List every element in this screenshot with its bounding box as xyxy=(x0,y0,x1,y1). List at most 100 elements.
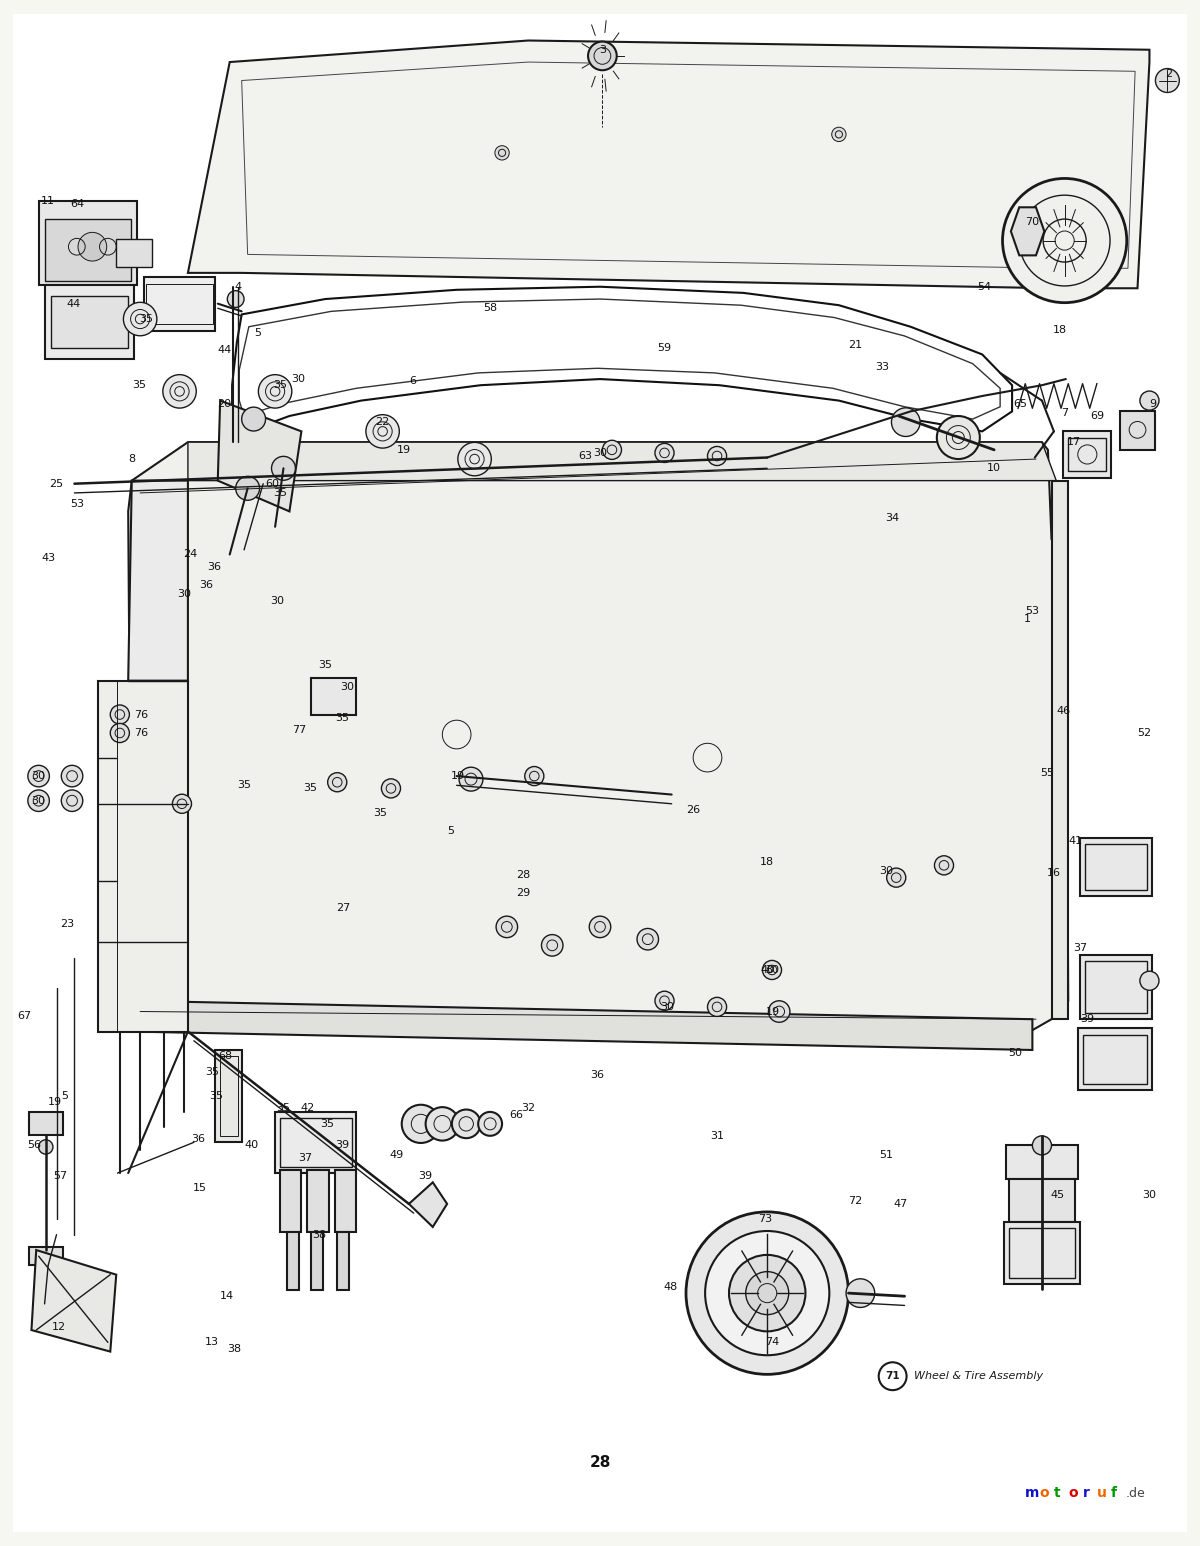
Text: r: r xyxy=(1082,1486,1090,1500)
Text: 59: 59 xyxy=(658,343,672,354)
Circle shape xyxy=(602,441,622,459)
Text: 50: 50 xyxy=(1009,1048,1022,1057)
Text: 13: 13 xyxy=(205,1337,218,1348)
Text: 19: 19 xyxy=(766,1006,780,1017)
Circle shape xyxy=(588,42,617,70)
Text: 30: 30 xyxy=(660,1002,674,1013)
Text: 30: 30 xyxy=(340,682,354,691)
Text: f: f xyxy=(1111,1486,1117,1500)
Text: 74: 74 xyxy=(764,1337,779,1348)
Text: 39: 39 xyxy=(419,1172,433,1181)
Circle shape xyxy=(1002,178,1127,303)
Text: 1: 1 xyxy=(1024,614,1031,625)
Text: 53: 53 xyxy=(70,499,84,509)
Circle shape xyxy=(1140,391,1159,410)
Text: 69: 69 xyxy=(1090,411,1104,421)
Text: 29: 29 xyxy=(516,887,530,898)
Text: 35: 35 xyxy=(238,781,251,790)
Circle shape xyxy=(892,408,920,436)
Text: 30: 30 xyxy=(1142,1189,1157,1200)
Text: 48: 48 xyxy=(664,1282,678,1292)
Bar xyxy=(44,284,134,359)
Bar xyxy=(1003,1223,1080,1283)
Circle shape xyxy=(1018,221,1037,241)
Text: 7: 7 xyxy=(1061,408,1068,417)
Text: 76: 76 xyxy=(134,710,149,719)
Text: 35: 35 xyxy=(132,380,146,390)
Text: 35: 35 xyxy=(205,1067,218,1076)
Bar xyxy=(1008,1180,1075,1223)
Text: o: o xyxy=(1068,1486,1078,1500)
Circle shape xyxy=(382,779,401,798)
Text: 35: 35 xyxy=(139,314,154,325)
Text: 53: 53 xyxy=(1025,606,1039,617)
Circle shape xyxy=(832,127,846,142)
Text: 71: 71 xyxy=(886,1371,900,1381)
Text: 30: 30 xyxy=(31,796,46,805)
Polygon shape xyxy=(409,1183,448,1228)
Text: 27: 27 xyxy=(336,903,350,914)
Text: 35: 35 xyxy=(302,784,317,793)
Text: 76: 76 xyxy=(134,728,149,737)
Text: .de: .de xyxy=(1126,1487,1145,1500)
Text: 56: 56 xyxy=(26,1141,41,1150)
Text: 30: 30 xyxy=(270,595,284,606)
Text: 38: 38 xyxy=(312,1229,326,1240)
Text: 57: 57 xyxy=(53,1172,67,1181)
Bar xyxy=(29,1112,62,1135)
Bar xyxy=(146,283,214,323)
Circle shape xyxy=(708,997,727,1016)
Text: 19: 19 xyxy=(451,771,464,781)
Bar xyxy=(280,1170,301,1232)
Bar xyxy=(1068,438,1106,472)
Polygon shape xyxy=(128,481,188,680)
Text: 28: 28 xyxy=(589,1455,611,1470)
Text: 36: 36 xyxy=(199,580,212,591)
Circle shape xyxy=(426,1107,460,1141)
Text: 30: 30 xyxy=(178,589,191,600)
Text: 37: 37 xyxy=(1073,943,1087,954)
Text: 52: 52 xyxy=(1138,728,1152,737)
Text: 36: 36 xyxy=(192,1135,205,1144)
Text: 35: 35 xyxy=(276,1104,290,1113)
Polygon shape xyxy=(98,680,188,1031)
Circle shape xyxy=(458,442,491,476)
Bar xyxy=(311,677,356,714)
Circle shape xyxy=(271,456,295,481)
Bar xyxy=(116,240,152,267)
Bar xyxy=(1082,1034,1147,1084)
Circle shape xyxy=(937,416,980,459)
Circle shape xyxy=(110,705,130,724)
Bar xyxy=(1008,1229,1075,1277)
Bar xyxy=(311,1232,323,1289)
Text: 10: 10 xyxy=(988,464,1001,473)
Circle shape xyxy=(328,773,347,792)
Text: 5: 5 xyxy=(448,827,454,836)
Text: 40: 40 xyxy=(760,965,774,976)
Bar xyxy=(275,1112,356,1173)
Text: 68: 68 xyxy=(218,1051,232,1061)
Circle shape xyxy=(846,1279,875,1308)
Circle shape xyxy=(762,960,781,980)
Text: 23: 23 xyxy=(60,918,74,929)
Text: 36: 36 xyxy=(208,561,221,572)
Text: 16: 16 xyxy=(1046,867,1061,878)
Text: 55: 55 xyxy=(1039,768,1054,778)
Text: 60: 60 xyxy=(265,479,280,489)
Circle shape xyxy=(706,1231,829,1356)
Polygon shape xyxy=(31,1251,116,1351)
Text: 15: 15 xyxy=(193,1184,206,1194)
Text: 26: 26 xyxy=(686,805,701,815)
Circle shape xyxy=(235,476,259,501)
Text: 72: 72 xyxy=(848,1195,863,1206)
Text: 31: 31 xyxy=(710,1132,724,1141)
Text: 19: 19 xyxy=(48,1098,62,1107)
Circle shape xyxy=(61,790,83,812)
Circle shape xyxy=(173,795,192,813)
Bar xyxy=(1085,844,1147,890)
Text: 46: 46 xyxy=(1056,707,1070,716)
Polygon shape xyxy=(132,1000,1032,1050)
Bar xyxy=(280,1118,352,1167)
Text: 38: 38 xyxy=(228,1343,241,1354)
Text: 14: 14 xyxy=(221,1291,234,1302)
